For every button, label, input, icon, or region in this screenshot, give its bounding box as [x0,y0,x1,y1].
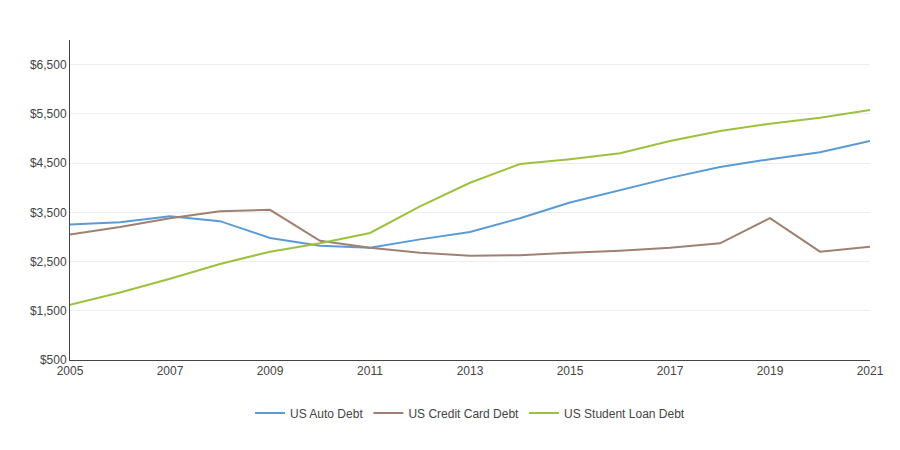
svg-text:2019: 2019 [757,364,784,378]
svg-text:$4,500: $4,500 [30,156,67,170]
svg-text:2021: 2021 [857,364,884,378]
svg-text:2009: 2009 [257,364,284,378]
svg-text:US Student Loan Debt: US Student Loan Debt [564,407,685,421]
svg-text:$3,500: $3,500 [30,206,67,220]
svg-text:$500: $500 [40,353,67,367]
svg-text:US Auto Debt: US Auto Debt [290,407,363,421]
svg-text:2007: 2007 [157,364,184,378]
svg-text:$1,500: $1,500 [30,304,67,318]
svg-text:$2,500: $2,500 [30,255,67,269]
svg-text:$6,500: $6,500 [30,58,67,72]
svg-text:2017: 2017 [657,364,684,378]
svg-text:2011: 2011 [357,364,383,378]
svg-text:2013: 2013 [457,364,484,378]
svg-text:$5,500: $5,500 [30,107,67,121]
svg-text:US Credit Card Debt: US Credit Card Debt [408,407,519,421]
svg-text:2015: 2015 [557,364,584,378]
svg-text:2005: 2005 [57,364,84,378]
